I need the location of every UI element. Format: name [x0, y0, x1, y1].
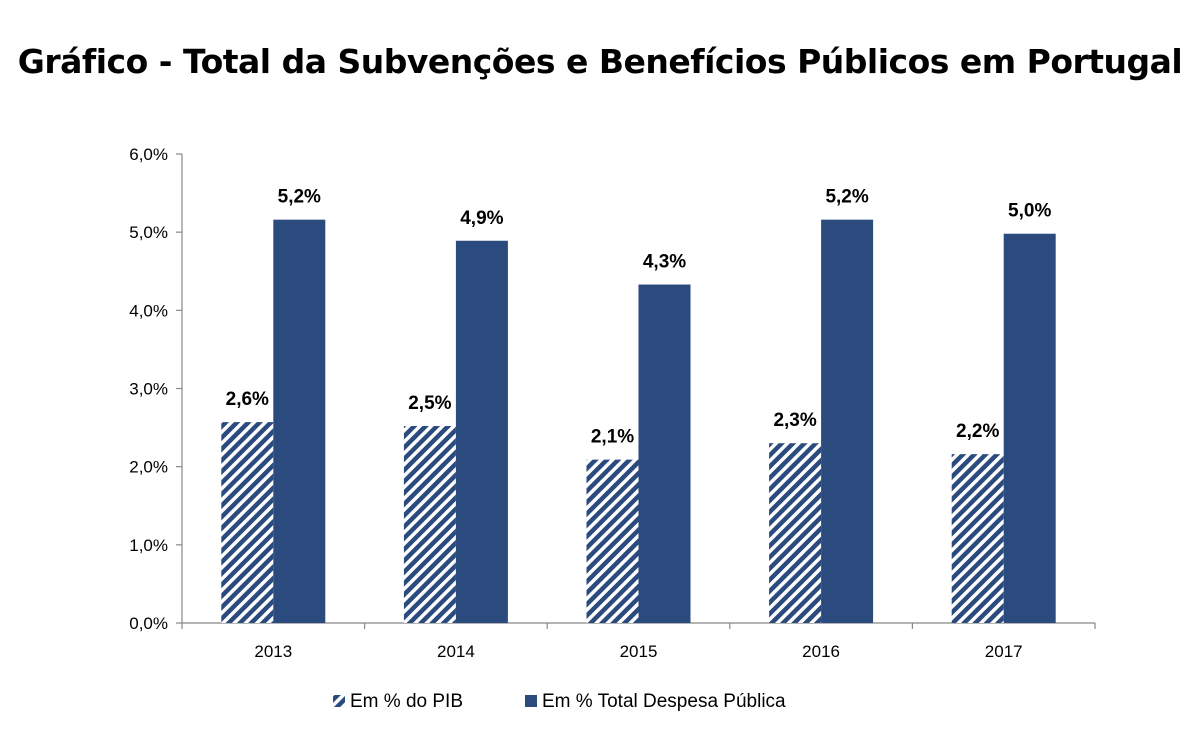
legend-label-pib: Em % do PIB	[350, 691, 463, 712]
legend-label-despesa: Em % Total Despesa Pública	[542, 691, 786, 712]
x-tick-label: 2015	[620, 642, 658, 661]
bar-pib	[769, 443, 822, 623]
y-tick-label: 3,0%	[129, 380, 168, 399]
data-label: 2,6%	[226, 389, 269, 410]
bar-pib	[586, 459, 639, 623]
data-label: 2,1%	[591, 427, 634, 448]
data-label: 4,3%	[643, 252, 686, 273]
legend-swatch-despesa	[525, 695, 537, 707]
data-label: 2,5%	[408, 393, 451, 414]
bar-despesa	[1003, 233, 1056, 624]
y-tick-label: 6,0%	[129, 145, 168, 164]
x-tick-label: 2014	[437, 642, 475, 661]
data-label: 4,9%	[460, 208, 503, 229]
data-label: 5,2%	[278, 187, 321, 208]
x-tick-label: 2016	[802, 642, 840, 661]
data-label: 5,2%	[825, 187, 868, 208]
bar-despesa	[273, 219, 326, 623]
chart-title: Gráfico - Total da Subvenções e Benefíci…	[17, 42, 1183, 81]
data-label: 2,3%	[773, 410, 816, 431]
y-tick-label: 4,0%	[129, 301, 168, 320]
y-tick-label: 5,0%	[129, 223, 168, 242]
legend-swatch-pib	[333, 695, 345, 707]
data-label: 2,2%	[956, 421, 999, 442]
bar-pib	[951, 454, 1004, 623]
x-tick-label: 2017	[985, 642, 1023, 661]
bar-despesa	[821, 219, 874, 623]
x-tick-label: 2013	[254, 642, 292, 661]
y-tick-label: 1,0%	[129, 536, 168, 555]
bar-despesa	[455, 240, 508, 623]
data-label: 5,0%	[1008, 201, 1051, 222]
bar-pib	[221, 422, 274, 623]
bar-despesa	[638, 284, 691, 623]
bar-pib	[403, 426, 456, 623]
y-tick-label: 2,0%	[129, 458, 168, 477]
y-tick-label: 0,0%	[129, 614, 168, 633]
